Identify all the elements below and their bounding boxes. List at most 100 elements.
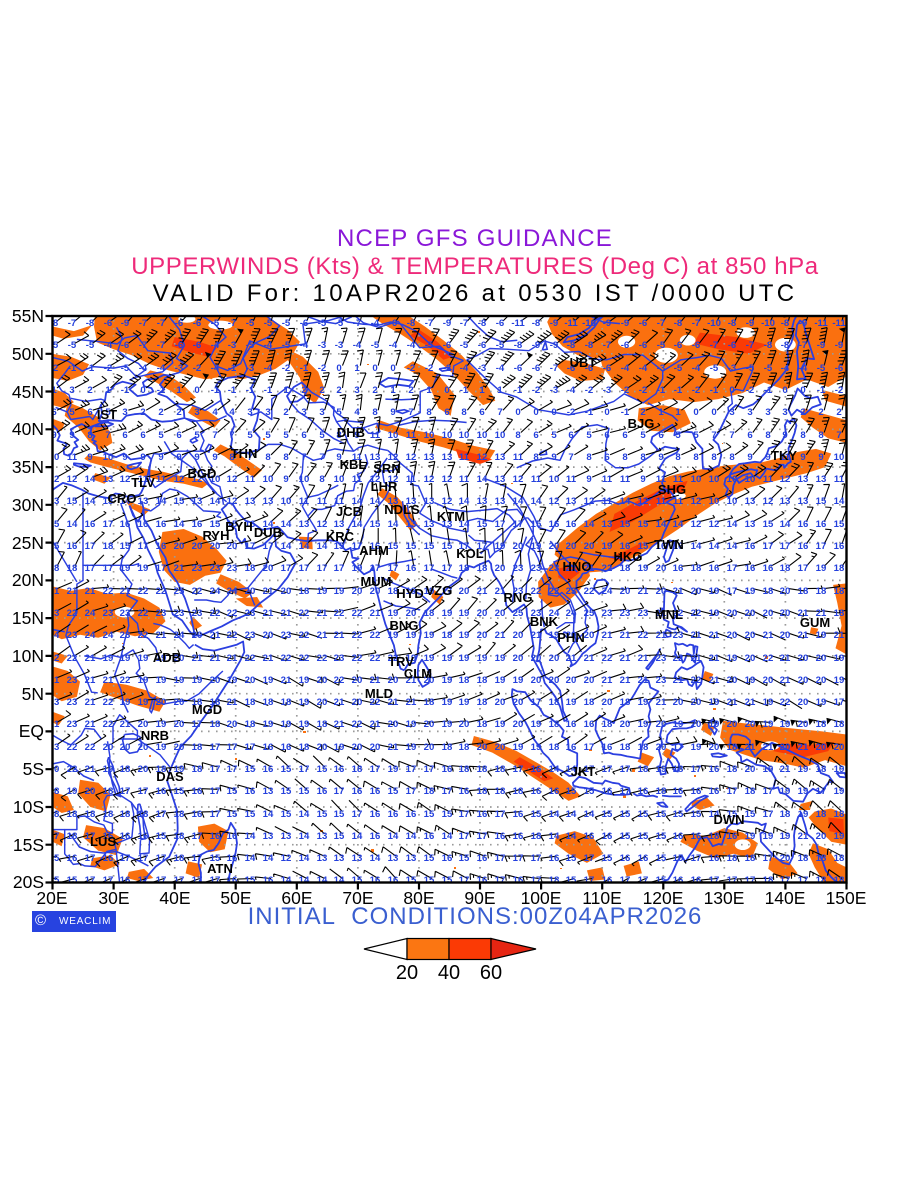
svg-text:15: 15 — [638, 831, 649, 842]
svg-text:19: 19 — [103, 764, 114, 775]
svg-text:16: 16 — [602, 875, 613, 886]
svg-text:-3: -3 — [246, 363, 255, 374]
svg-text:22: 22 — [299, 653, 310, 664]
svg-text:LHR: LHR — [371, 479, 398, 494]
svg-text:16: 16 — [602, 742, 613, 753]
svg-text:18: 18 — [745, 786, 756, 797]
svg-text:13: 13 — [406, 519, 417, 530]
svg-text:9: 9 — [69, 430, 74, 441]
svg-text:ADB: ADB — [153, 650, 181, 665]
svg-text:20: 20 — [396, 962, 418, 984]
svg-text:-5: -5 — [282, 318, 291, 329]
svg-text:13: 13 — [816, 474, 827, 485]
svg-text:-2: -2 — [532, 385, 541, 396]
svg-text:21: 21 — [334, 697, 345, 708]
svg-text:16: 16 — [709, 853, 720, 864]
svg-text:-4: -4 — [799, 363, 808, 374]
svg-text:110E: 110E — [582, 888, 622, 908]
svg-text:23: 23 — [281, 630, 292, 641]
svg-text:21: 21 — [745, 742, 756, 753]
svg-text:17: 17 — [531, 853, 542, 864]
svg-text:21: 21 — [798, 608, 809, 619]
svg-text:17: 17 — [780, 541, 791, 552]
svg-text:19: 19 — [388, 630, 399, 641]
svg-text:-2: -2 — [443, 363, 452, 374]
svg-text:-11: -11 — [832, 318, 846, 329]
svg-text:19: 19 — [656, 764, 667, 775]
svg-text:16: 16 — [673, 563, 684, 574]
svg-text:23: 23 — [566, 586, 577, 597]
svg-text:50E: 50E — [220, 888, 251, 908]
svg-text:21: 21 — [388, 742, 399, 753]
svg-text:15: 15 — [388, 786, 399, 797]
svg-text:18: 18 — [299, 586, 310, 597]
svg-text:16: 16 — [602, 786, 613, 797]
svg-text:12: 12 — [638, 496, 649, 507]
svg-text:-5: -5 — [371, 340, 380, 351]
svg-text:20: 20 — [816, 831, 827, 842]
svg-text:-6: -6 — [121, 340, 130, 351]
svg-text:-1: -1 — [228, 385, 237, 396]
svg-text:19: 19 — [459, 630, 470, 641]
svg-text:22: 22 — [602, 653, 613, 664]
svg-text:18: 18 — [834, 563, 845, 574]
svg-text:17: 17 — [763, 853, 774, 864]
svg-text:15: 15 — [656, 875, 667, 886]
svg-text:CLM: CLM — [404, 666, 432, 681]
svg-text:6: 6 — [87, 407, 92, 418]
svg-text:12: 12 — [227, 496, 238, 507]
svg-text:22: 22 — [227, 608, 238, 619]
svg-text:17: 17 — [709, 875, 720, 886]
svg-text:16: 16 — [370, 786, 381, 797]
svg-text:16: 16 — [566, 742, 577, 753]
svg-text:140E: 140E — [765, 888, 806, 908]
svg-text:THN: THN — [231, 446, 258, 461]
svg-text:8: 8 — [675, 452, 681, 463]
svg-text:8: 8 — [229, 452, 235, 463]
svg-text:-2: -2 — [50, 363, 59, 374]
svg-text:18: 18 — [103, 541, 114, 552]
svg-text:14: 14 — [281, 541, 292, 552]
svg-text:19: 19 — [227, 675, 238, 686]
svg-text:17: 17 — [620, 875, 631, 886]
svg-text:21: 21 — [620, 653, 631, 664]
svg-text:17: 17 — [334, 786, 345, 797]
svg-text:3: 3 — [301, 407, 306, 418]
svg-text:17: 17 — [103, 519, 114, 530]
svg-text:19: 19 — [834, 764, 845, 775]
svg-text:19: 19 — [834, 653, 845, 664]
svg-text:24: 24 — [549, 608, 560, 619]
svg-text:15S: 15S — [13, 835, 44, 855]
svg-text:21: 21 — [317, 630, 328, 641]
svg-text:24: 24 — [49, 630, 60, 641]
svg-text:MGD: MGD — [192, 702, 222, 717]
svg-text:15: 15 — [620, 809, 631, 820]
svg-text:17: 17 — [816, 541, 827, 552]
svg-text:16: 16 — [566, 719, 577, 730]
svg-text:16: 16 — [495, 831, 506, 842]
svg-text:17: 17 — [138, 541, 149, 552]
svg-text:17: 17 — [174, 875, 185, 886]
svg-text:22: 22 — [763, 653, 774, 664]
svg-text:14: 14 — [477, 474, 488, 485]
svg-text:8: 8 — [336, 430, 342, 441]
svg-text:20: 20 — [192, 630, 203, 641]
svg-text:-10: -10 — [582, 318, 596, 329]
svg-text:20: 20 — [424, 719, 435, 730]
svg-text:16: 16 — [192, 786, 203, 797]
svg-text:19: 19 — [138, 563, 149, 574]
svg-text:11: 11 — [834, 474, 845, 485]
svg-text:19: 19 — [138, 697, 149, 708]
svg-text:19: 19 — [638, 719, 649, 730]
svg-text:13: 13 — [103, 496, 114, 507]
svg-text:1: 1 — [354, 363, 360, 374]
svg-text:KBL: KBL — [340, 457, 367, 472]
svg-text:15: 15 — [673, 809, 684, 820]
svg-text:17: 17 — [138, 786, 149, 797]
svg-text:17: 17 — [620, 764, 631, 775]
svg-text:LUS: LUS — [90, 834, 116, 849]
svg-text:20: 20 — [227, 541, 238, 552]
svg-text:-7: -7 — [157, 340, 166, 351]
svg-text:-4: -4 — [139, 363, 148, 374]
svg-text:15: 15 — [566, 786, 577, 797]
